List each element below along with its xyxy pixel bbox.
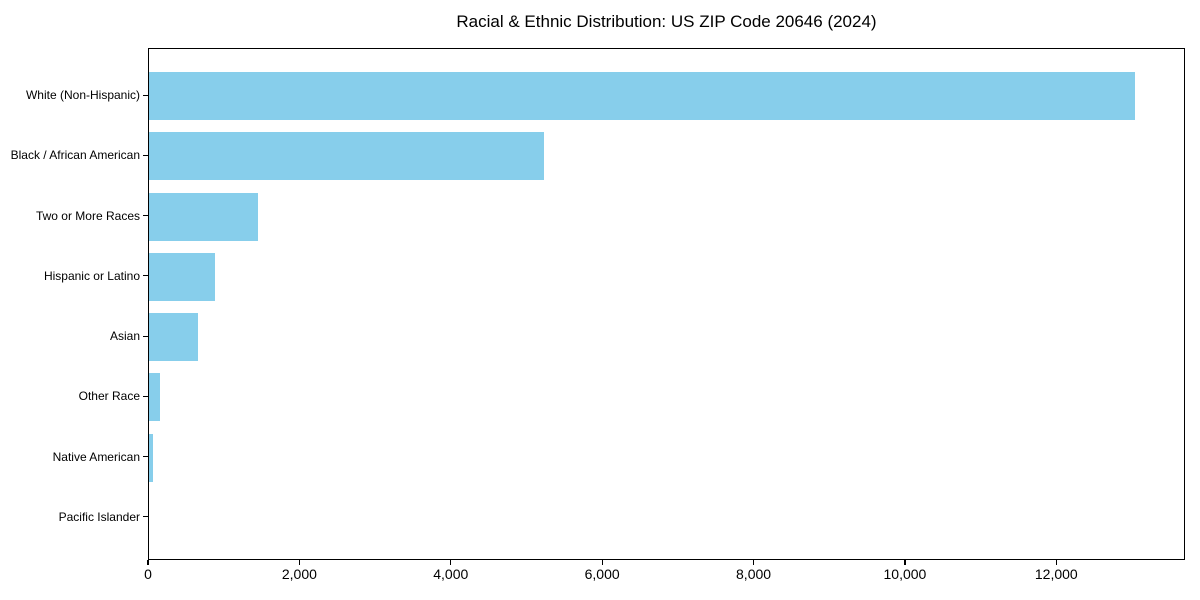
y-tick-label: Black / African American bbox=[10, 148, 140, 163]
x-tick-mark bbox=[147, 560, 149, 565]
bar bbox=[149, 313, 199, 362]
y-tick-label: Other Race bbox=[78, 389, 140, 404]
plot-area bbox=[148, 48, 1185, 560]
y-tick-mark bbox=[143, 395, 148, 397]
y-tick-mark bbox=[143, 335, 148, 337]
bar-row bbox=[149, 307, 1184, 367]
bar bbox=[149, 252, 215, 301]
x-tick-label: 10,000 bbox=[883, 566, 927, 582]
bar-row bbox=[149, 367, 1184, 427]
y-tick-mark bbox=[143, 154, 148, 156]
y-tick-mark bbox=[143, 275, 148, 277]
y-tick-mark bbox=[143, 94, 148, 96]
bars-container bbox=[149, 66, 1184, 548]
bar-row bbox=[149, 247, 1184, 307]
bar-row bbox=[149, 66, 1184, 126]
bar-row bbox=[149, 488, 1184, 548]
x-tick-mark bbox=[450, 560, 452, 565]
y-tick-label: Asian bbox=[109, 329, 140, 344]
bar bbox=[149, 373, 160, 422]
bar bbox=[149, 72, 1135, 121]
x-tick-label: 2,000 bbox=[281, 566, 317, 582]
bar bbox=[149, 192, 258, 241]
x-tick-mark bbox=[904, 560, 906, 565]
bar-row bbox=[149, 126, 1184, 186]
x-tick-mark bbox=[752, 560, 755, 565]
bar-row bbox=[149, 187, 1184, 247]
y-tick-label: White (Non-Hispanic) bbox=[25, 88, 140, 103]
x-tick-label: 8,000 bbox=[736, 566, 772, 582]
y-tick-mark bbox=[143, 215, 148, 217]
y-tick-label: Pacific Islander bbox=[58, 509, 140, 524]
y-tick-label: Native American bbox=[52, 449, 140, 464]
x-tick-mark bbox=[601, 560, 603, 565]
x-tick-mark bbox=[298, 560, 300, 565]
y-tick-mark bbox=[143, 456, 148, 458]
y-tick-mark bbox=[143, 516, 148, 518]
x-tick-label: 0 bbox=[144, 566, 152, 582]
bar bbox=[149, 433, 154, 482]
x-tick-label: 12,000 bbox=[1034, 566, 1078, 582]
bar-row bbox=[149, 428, 1184, 488]
chart-title: Racial & Ethnic Distribution: US ZIP Cod… bbox=[456, 12, 877, 31]
x-tick-mark bbox=[1055, 560, 1057, 565]
bar bbox=[149, 132, 545, 181]
x-tick-label: 4,000 bbox=[433, 566, 469, 582]
x-tick-label: 6,000 bbox=[584, 566, 620, 582]
y-tick-label: Two or More Races bbox=[35, 208, 140, 223]
y-tick-label: Hispanic or Latino bbox=[43, 268, 140, 283]
